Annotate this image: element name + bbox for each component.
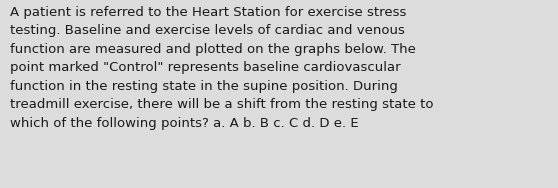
Text: A patient is referred to the Heart Station for exercise stress
testing. Baseline: A patient is referred to the Heart Stati… xyxy=(10,6,434,130)
